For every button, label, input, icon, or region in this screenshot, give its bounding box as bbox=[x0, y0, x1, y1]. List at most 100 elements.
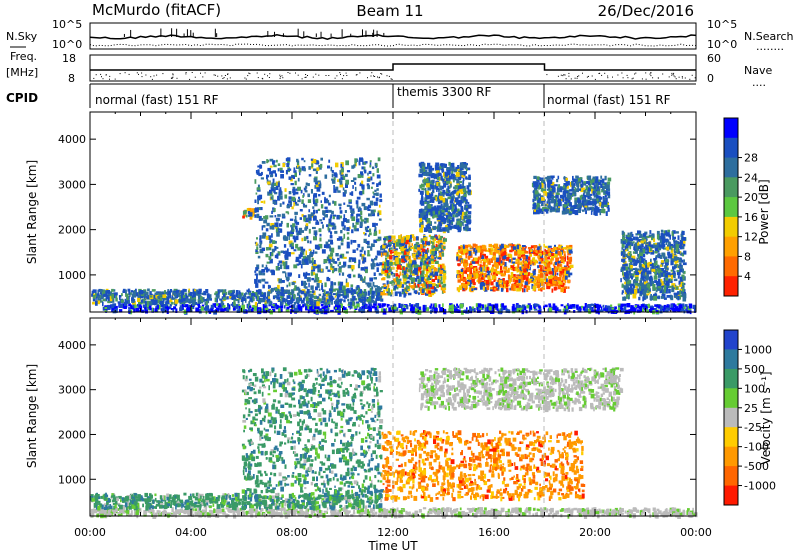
power-echo-cell bbox=[276, 253, 279, 257]
power-echo-cell bbox=[470, 270, 472, 275]
power-echo-cell bbox=[425, 183, 430, 188]
power-echo-cell bbox=[290, 203, 292, 207]
power-echo-cell bbox=[620, 303, 624, 308]
power-echo-cell bbox=[391, 306, 393, 310]
power-echo-cell bbox=[290, 230, 294, 235]
power-echo-cell bbox=[260, 294, 264, 298]
power-echo-cell bbox=[493, 279, 496, 282]
power-echo-cell bbox=[377, 286, 380, 291]
nave-dot bbox=[684, 77, 686, 79]
power-echo-cell bbox=[468, 176, 471, 180]
power-echo-cell bbox=[265, 228, 269, 232]
power-echo-cell bbox=[600, 306, 603, 310]
power-echo-cell bbox=[424, 201, 428, 204]
power-echo-cell bbox=[434, 289, 438, 292]
power-echo-cell bbox=[564, 275, 568, 280]
power-echo-cell bbox=[460, 251, 463, 254]
power-echo-cell bbox=[365, 282, 369, 285]
power-echo-cell bbox=[184, 304, 189, 308]
power-echo-cell bbox=[437, 279, 440, 283]
power-echo-cell bbox=[301, 157, 304, 161]
power-echo-cell bbox=[418, 173, 422, 178]
power-echo-cell bbox=[424, 180, 429, 186]
power-echo-cell bbox=[369, 277, 373, 282]
nave-dot bbox=[568, 72, 570, 74]
power-echo-cell bbox=[294, 215, 297, 221]
power-echo-cell bbox=[134, 293, 138, 297]
power-echo-cell bbox=[361, 180, 364, 186]
power-echo-cell bbox=[421, 194, 424, 198]
power-echo-cell bbox=[530, 249, 533, 253]
power-echo-cell bbox=[201, 304, 205, 308]
power-echo-cell bbox=[262, 295, 266, 301]
power-echo-cell bbox=[555, 198, 557, 201]
power-echo-cell bbox=[346, 290, 351, 294]
power-echo-cell bbox=[525, 255, 529, 260]
power-echo-cell bbox=[577, 198, 580, 203]
nave-dot bbox=[153, 75, 155, 77]
power-echo-cell bbox=[459, 303, 464, 307]
power-echo-cell bbox=[456, 253, 460, 259]
power-echo-cell bbox=[546, 278, 548, 283]
power-echo-cell bbox=[414, 277, 418, 282]
power-echo-cell bbox=[536, 260, 538, 264]
power-echo-cell bbox=[324, 214, 328, 218]
nave-dot bbox=[267, 75, 268, 77]
power-echo-cell bbox=[291, 226, 294, 231]
power-echo-cell bbox=[554, 309, 558, 314]
power-echo-cell bbox=[185, 294, 188, 299]
power-echo-cell bbox=[547, 198, 552, 201]
power-echo-cell bbox=[456, 218, 460, 222]
power-echo-cell bbox=[443, 182, 447, 188]
power-echo-cell bbox=[422, 283, 425, 288]
power-echo-cell bbox=[460, 245, 463, 248]
power-echo-cell bbox=[457, 165, 460, 168]
power-echo-cell bbox=[573, 206, 578, 209]
power-echo-cell bbox=[370, 243, 375, 247]
nave-dot bbox=[128, 73, 130, 75]
power-echo-cell bbox=[330, 265, 334, 271]
power-echo-cell bbox=[201, 299, 204, 303]
power-echo-cell bbox=[549, 250, 553, 255]
power-echo-cell bbox=[556, 246, 559, 250]
power-echo-cell bbox=[427, 177, 431, 182]
power-echo-cell bbox=[567, 286, 570, 289]
power-echo-cell bbox=[359, 157, 363, 162]
power-echo-cell bbox=[463, 207, 467, 210]
power-echo-cell bbox=[276, 254, 279, 259]
power-echo-cell bbox=[529, 251, 532, 257]
power-echo-cell bbox=[548, 307, 553, 312]
power-echo-cell bbox=[458, 170, 462, 175]
power-echo-cell bbox=[447, 178, 451, 183]
power-echo-cell bbox=[546, 266, 550, 272]
power-echo-cell bbox=[488, 258, 491, 263]
nave-dot bbox=[334, 77, 336, 79]
power-echo-cell bbox=[527, 257, 531, 261]
power-echo-cell bbox=[441, 245, 444, 249]
power-echo-cell bbox=[197, 290, 202, 295]
power-echo-cell bbox=[363, 297, 366, 302]
power-echo-cell bbox=[507, 274, 510, 280]
power-echo-cell bbox=[437, 263, 442, 268]
power-echo-cell bbox=[310, 250, 312, 254]
power-echo-cell bbox=[446, 218, 449, 223]
power-echo-cell bbox=[304, 260, 309, 265]
power-echo-cell bbox=[335, 298, 338, 302]
power-echo-cell bbox=[428, 290, 431, 294]
nave-dot bbox=[151, 78, 153, 80]
power-echo-cell bbox=[458, 246, 461, 249]
power-echo-cell bbox=[395, 276, 399, 282]
power-echo-cell bbox=[437, 177, 440, 181]
power-echo-cell bbox=[581, 200, 586, 203]
cpid-segment-1: normal (fast) 151 RF bbox=[95, 93, 219, 107]
power-echo-cell bbox=[330, 285, 334, 289]
power-echo-cell bbox=[415, 236, 419, 241]
power-echo-cell bbox=[630, 305, 633, 308]
power-echo-cell bbox=[348, 199, 352, 203]
power-echo-cell bbox=[403, 248, 407, 252]
power-echo-cell bbox=[543, 251, 546, 256]
power-echo-cell bbox=[358, 259, 361, 265]
power-echo-cell bbox=[540, 260, 545, 264]
power-echo-cell bbox=[431, 283, 436, 287]
power-echo-cell bbox=[337, 288, 341, 294]
